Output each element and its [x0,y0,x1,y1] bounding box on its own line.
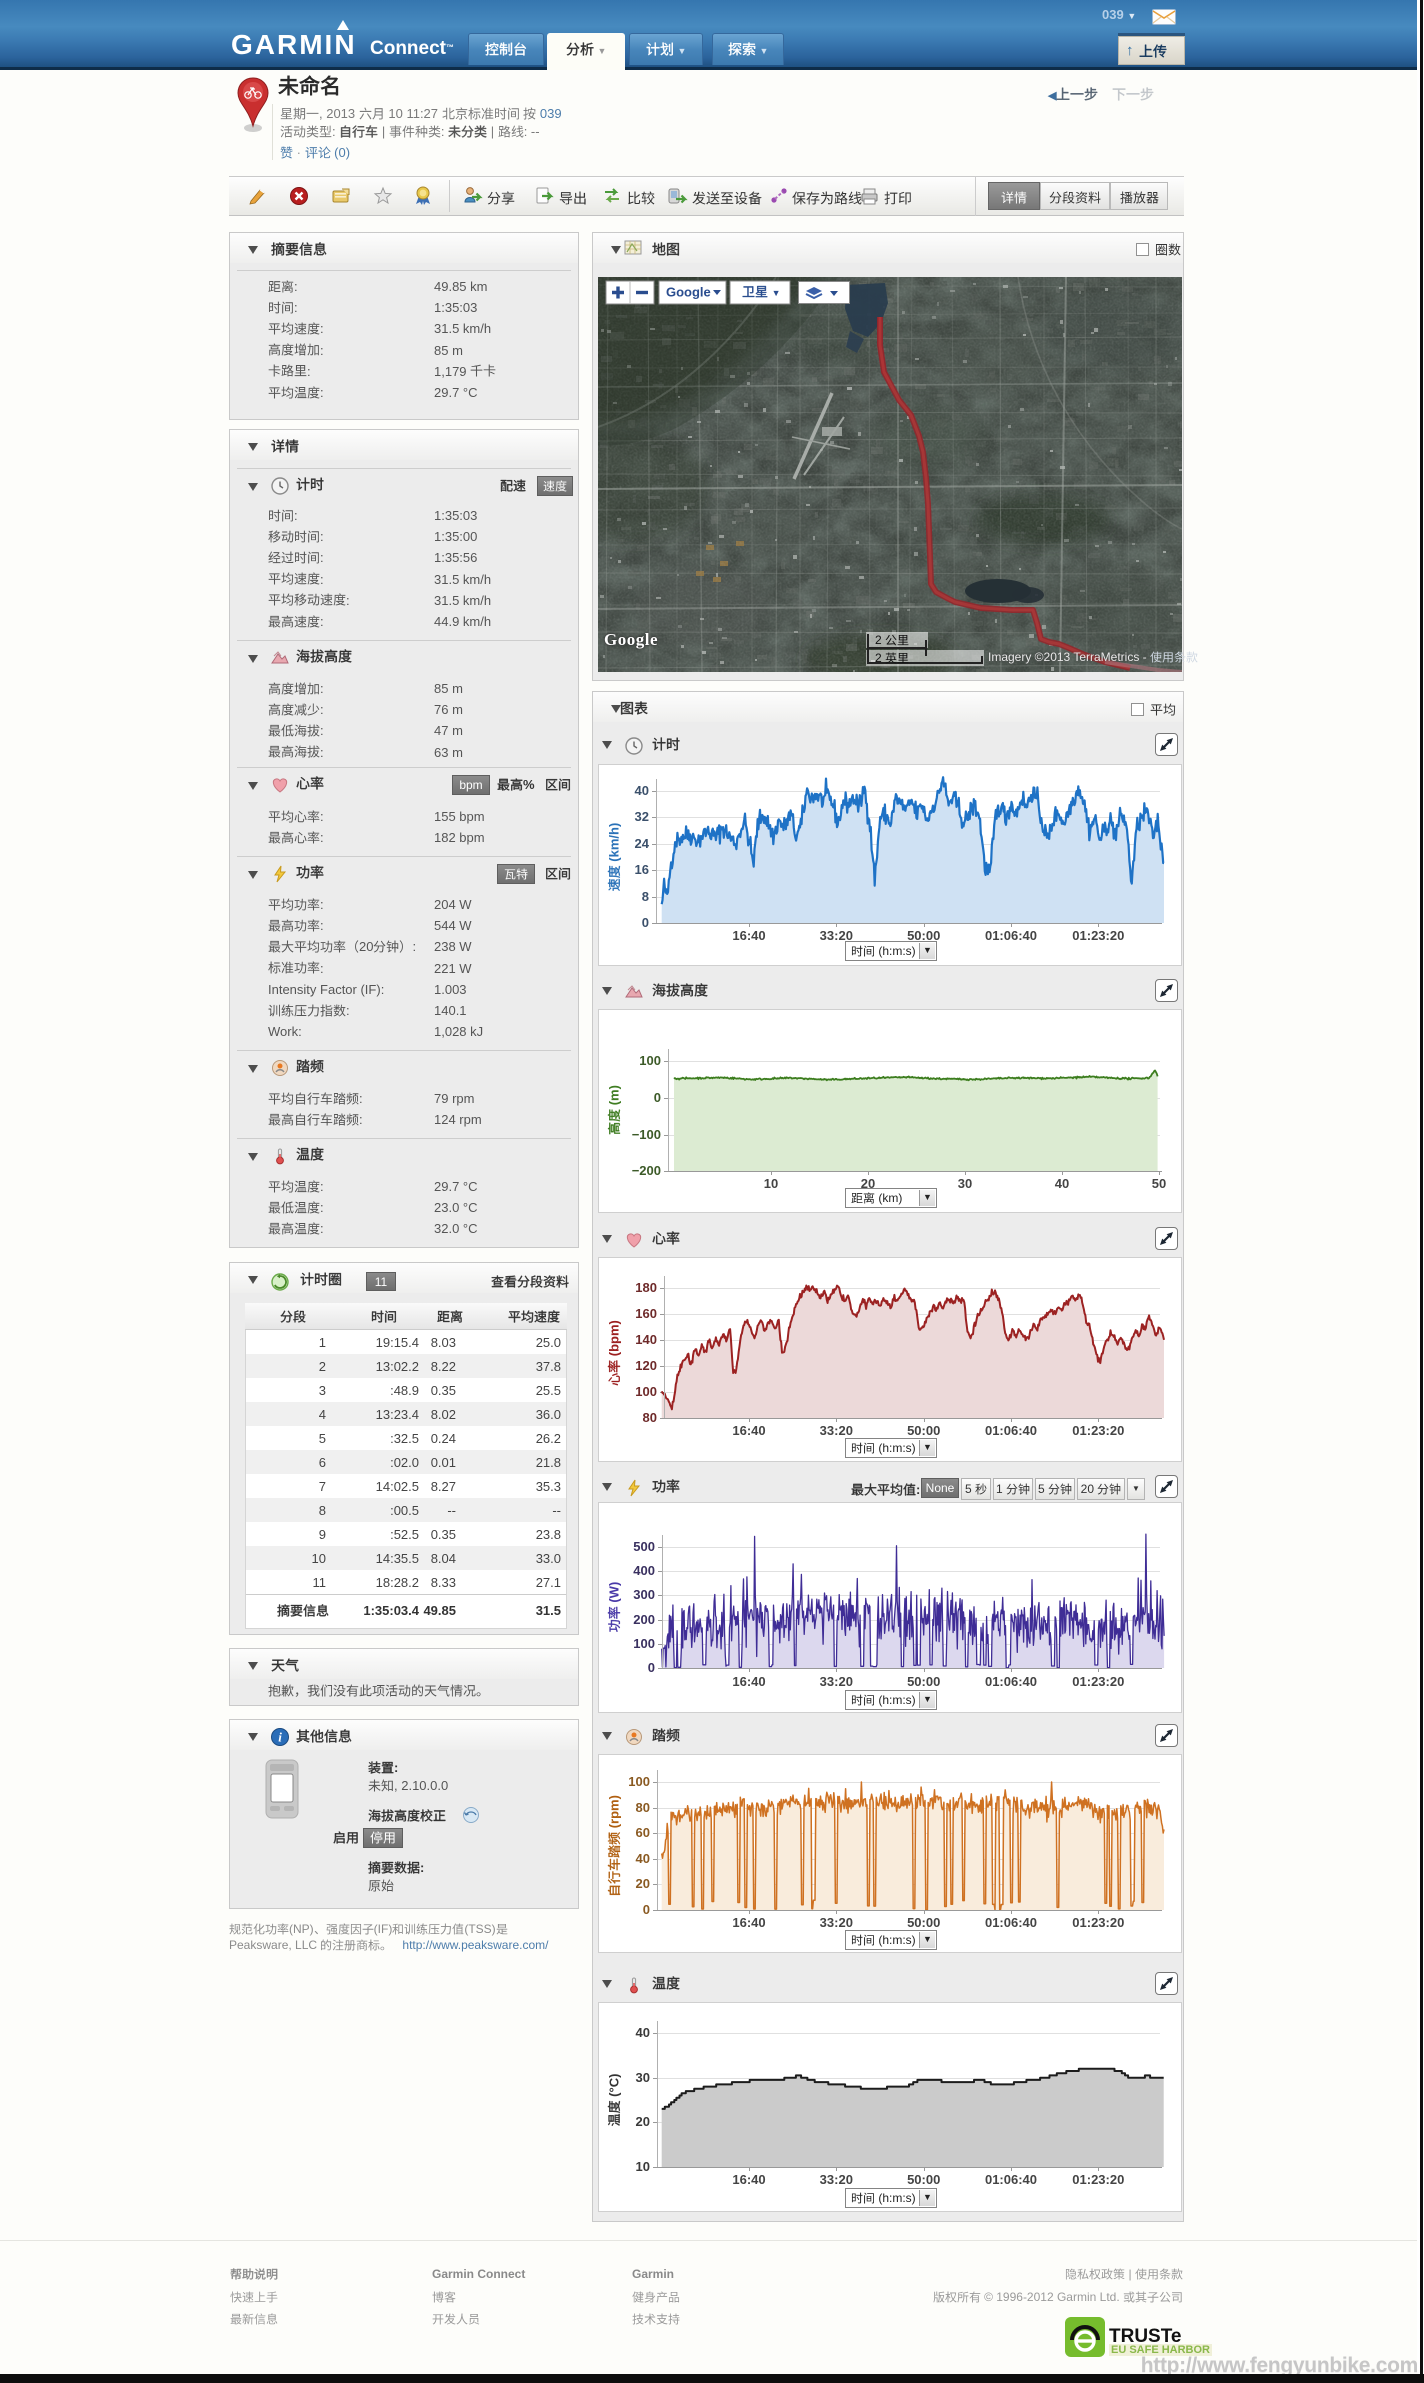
svg-text:Google: Google [666,285,711,300]
svg-text:i: i [278,1730,282,1745]
svg-text:TRUSTe: TRUSTe [1109,2326,1181,2347]
